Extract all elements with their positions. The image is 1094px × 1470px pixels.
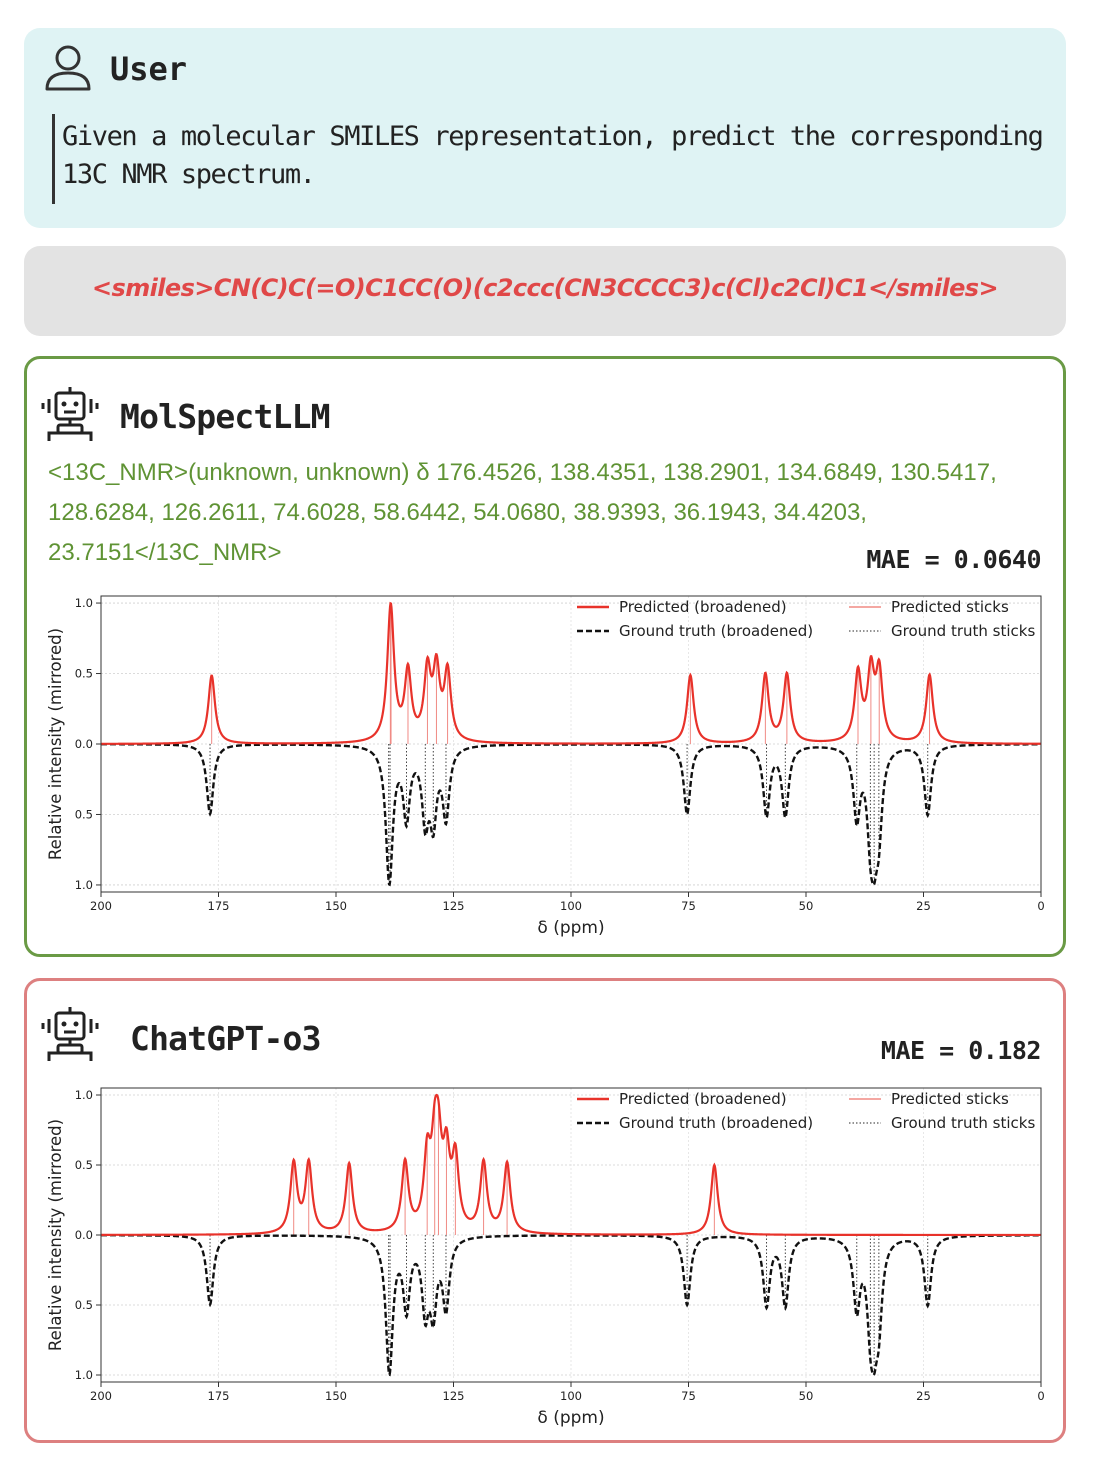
legend: Predicted (broadened) Ground truth (broad… xyxy=(577,598,1035,640)
x-tick-label: 100 xyxy=(560,899,582,913)
model-card-molspectllm: MolSpectLLM <13C_NMR>(unknown, unknown) … xyxy=(24,356,1066,957)
x-tick-label: 50 xyxy=(799,1389,814,1403)
quote-bar xyxy=(52,114,55,204)
x-tick-label: 125 xyxy=(443,1389,465,1403)
model-name: MolSpectLLM xyxy=(120,397,331,436)
model-card-chatgpt-o3: ChatGPT-o3 MAE = 0.182 200 175 150 125 100 75… xyxy=(24,978,1066,1443)
nmr-spectrum-chart: 200 175 150 125 100 75 50 25 0 1.0 0.5 0.0 0.5 1.0 δ (… xyxy=(46,1087,1045,1428)
legend-label: Ground truth (broadened) xyxy=(619,1114,813,1132)
y-tick-label: 0.5 xyxy=(75,1298,93,1312)
smiles-card: <smiles>CN(C)C(=O)C1CC(O)(c2ccc(CN3CCCC3… xyxy=(24,246,1066,336)
x-tick-label: 75 xyxy=(681,1389,696,1403)
y-axis-label: Relative intensity (mirrored) xyxy=(46,628,65,860)
y-axis-label: Relative intensity (mirrored) xyxy=(46,1119,65,1351)
legend-label: Predicted (broadened) xyxy=(619,598,787,616)
smiles-string: <smiles>CN(C)C(=O)C1CC(O)(c2ccc(CN3CCCC3… xyxy=(92,274,999,302)
robot-icon xyxy=(41,387,99,441)
x-tick-label: 25 xyxy=(916,899,931,913)
legend-label: Ground truth sticks xyxy=(891,622,1035,640)
user-icon xyxy=(45,45,91,91)
y-tick-label: 1.0 xyxy=(75,1088,93,1102)
y-tick-label: 1.0 xyxy=(75,1368,93,1382)
legend-label: Ground truth sticks xyxy=(891,1114,1035,1132)
legend-label: Predicted sticks xyxy=(891,598,1009,616)
legend: Predicted (broadened) Ground truth (broad… xyxy=(577,1090,1035,1132)
x-tick-label: 75 xyxy=(681,899,696,913)
y-tick-label: 1.0 xyxy=(75,878,93,892)
x-tick-label: 0 xyxy=(1037,1389,1044,1403)
x-tick-label: 200 xyxy=(90,1389,112,1403)
y-tick-label: 0.5 xyxy=(75,1158,93,1172)
user-question: Given a molecular SMILES representation,… xyxy=(62,121,1044,190)
x-axis-label: δ (ppm) xyxy=(537,1408,604,1428)
user-title: User xyxy=(110,50,188,88)
nmr-spectrum-chart: 200 175 150 125 100 75 50 25 0 1.0 0.5 0.0 0.5 1.0 δ (… xyxy=(46,595,1045,938)
predicted-curve xyxy=(101,601,1041,745)
mae-score: MAE = 0.182 xyxy=(880,1036,1042,1065)
user-message-card: User Given a molecular SMILES representa… xyxy=(24,28,1066,228)
predicted-curve xyxy=(101,1093,1041,1237)
x-tick-label: 150 xyxy=(325,1389,347,1403)
y-tick-label: 0.5 xyxy=(75,667,93,681)
mae-score: MAE = 0.0640 xyxy=(866,545,1041,574)
x-tick-label: 175 xyxy=(208,899,230,913)
x-tick-label: 125 xyxy=(443,899,465,913)
x-tick-label: 100 xyxy=(560,1389,582,1403)
legend-label: Predicted sticks xyxy=(891,1090,1009,1108)
robot-icon xyxy=(41,1007,99,1061)
x-tick-label: 25 xyxy=(916,1389,931,1403)
y-tick-label: 0.0 xyxy=(75,737,93,751)
y-tick-label: 0.5 xyxy=(75,807,93,821)
legend-label: Predicted (broadened) xyxy=(619,1090,787,1108)
x-tick-label: 0 xyxy=(1037,899,1044,913)
x-tick-label: 50 xyxy=(799,899,814,913)
model-name: ChatGPT-o3 xyxy=(130,1019,321,1058)
legend-label: Ground truth (broadened) xyxy=(619,622,813,640)
prediction-text: <13C_NMR>(unknown, unknown) δ 176.4526, … xyxy=(48,459,997,566)
x-tick-label: 150 xyxy=(325,899,347,913)
y-tick-label: 0.0 xyxy=(75,1228,93,1242)
y-tick-label: 1.0 xyxy=(75,596,93,610)
x-tick-label: 175 xyxy=(208,1389,230,1403)
plot-area xyxy=(100,1088,1042,1382)
plot-area xyxy=(100,596,1042,892)
x-axis-label: δ (ppm) xyxy=(537,918,604,938)
x-tick-label: 200 xyxy=(90,899,112,913)
ground-truth-curve xyxy=(101,1233,1041,1377)
